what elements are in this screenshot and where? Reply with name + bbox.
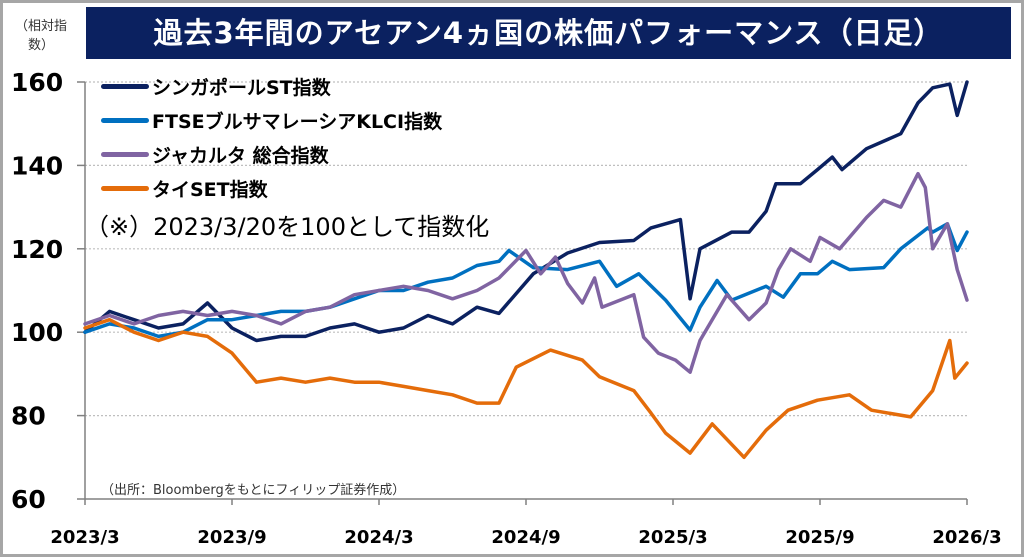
x-tick-label: 2024/9 xyxy=(491,527,560,548)
x-tick-label: 2023/9 xyxy=(197,527,266,548)
legend-item-malaysia: FTSEブルサマレーシアKLCI指数 xyxy=(101,103,442,137)
legend-item-thailand: タイSET指数 xyxy=(101,171,442,205)
legend-item-singapore: シンガポールST指数 xyxy=(101,69,442,103)
x-tick-label: 2024/3 xyxy=(344,527,413,548)
source-note: （出所：Bloombergをもとにフィリップ証券作成） xyxy=(101,483,406,498)
legend-label: タイSET指数 xyxy=(152,178,268,201)
legend-label: ジャカルタ 総合指数 xyxy=(152,144,329,167)
series-line-3 xyxy=(83,317,969,460)
y-tick-label: 80 xyxy=(11,402,46,431)
x-tick-label: 2025/9 xyxy=(785,527,854,548)
legend-label: FTSEブルサマレーシアKLCI指数 xyxy=(152,110,443,133)
index-note: （※）2023/3/20を100として指数化 xyxy=(85,213,490,241)
legend-swatch xyxy=(101,185,149,191)
chart-title: 過去3年間のアセアン4ヵ国の株価パフォーマンス（日足） xyxy=(86,7,1011,59)
series-line-2 xyxy=(83,171,969,374)
x-tick-label: 2026/3 xyxy=(932,527,1001,548)
legend-item-jakarta: ジャカルタ 総合指数 xyxy=(101,137,442,171)
legend-swatch xyxy=(101,83,149,89)
x-tick-label: 2025/3 xyxy=(638,527,707,548)
legend-swatch xyxy=(101,117,149,123)
y-tick-label: 100 xyxy=(11,318,63,347)
y-tick-label: 140 xyxy=(11,151,63,180)
x-tick-label: 2023/3 xyxy=(50,527,119,548)
series-line-0 xyxy=(83,80,969,343)
legend: シンガポールST指数 FTSEブルサマレーシアKLCI指数 ジャカルタ 総合指数… xyxy=(101,69,442,205)
legend-swatch xyxy=(101,151,149,157)
y-tick-label: 120 xyxy=(11,235,63,264)
y-tick-label: 160 xyxy=(11,68,63,97)
legend-label: シンガポールST指数 xyxy=(152,76,331,99)
y-tick-label: 60 xyxy=(11,485,46,514)
y-axis-label: （相対指数） xyxy=(14,19,67,53)
